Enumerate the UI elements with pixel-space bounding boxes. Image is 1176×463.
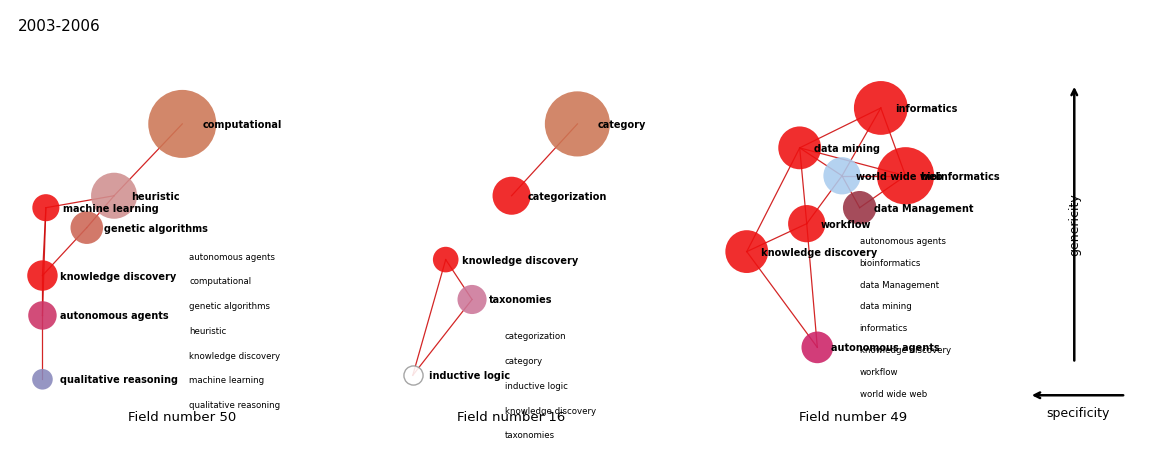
Text: knowledge discovery: knowledge discovery xyxy=(860,345,950,355)
Text: knowledge discovery: knowledge discovery xyxy=(505,406,596,415)
Text: genericity: genericity xyxy=(1068,193,1081,256)
Point xyxy=(850,205,869,212)
Point xyxy=(173,121,192,128)
Text: autonomous agents: autonomous agents xyxy=(831,343,940,353)
Text: workflow: workflow xyxy=(860,368,898,376)
Text: Field number 50: Field number 50 xyxy=(128,410,236,423)
Point xyxy=(790,145,809,152)
Point xyxy=(896,173,915,180)
Point xyxy=(403,372,422,379)
Text: data Management: data Management xyxy=(860,280,938,289)
Text: data mining: data mining xyxy=(860,302,911,311)
Text: categorization: categorization xyxy=(528,191,607,201)
Text: computational: computational xyxy=(189,277,252,286)
Text: heuristic: heuristic xyxy=(131,191,180,201)
Text: data Management: data Management xyxy=(874,203,974,213)
Text: machine learning: machine learning xyxy=(189,375,265,384)
Text: qualitative reasoning: qualitative reasoning xyxy=(189,400,280,409)
Text: Field number 16: Field number 16 xyxy=(457,410,566,423)
Text: specificity: specificity xyxy=(1047,407,1110,419)
Text: taxonomies: taxonomies xyxy=(488,295,552,305)
Text: informatics: informatics xyxy=(895,104,957,114)
Text: genetic algorithms: genetic algorithms xyxy=(189,301,270,310)
Text: computational: computational xyxy=(202,119,282,130)
Point xyxy=(833,173,851,180)
Point xyxy=(436,257,455,264)
Point xyxy=(33,376,52,383)
Text: bioinformatics: bioinformatics xyxy=(860,258,921,267)
Point xyxy=(78,225,96,232)
Text: machine learning: machine learning xyxy=(64,203,159,213)
Point xyxy=(33,272,52,280)
Point xyxy=(36,205,55,212)
Point xyxy=(568,121,587,128)
Point xyxy=(33,312,52,319)
Text: informatics: informatics xyxy=(860,324,908,333)
Text: inductive logic: inductive logic xyxy=(505,381,568,390)
Text: categorization: categorization xyxy=(505,332,567,341)
Text: taxonomies: taxonomies xyxy=(505,431,555,439)
Text: bioinformatics: bioinformatics xyxy=(920,171,1000,181)
Text: autonomous agents: autonomous agents xyxy=(189,252,275,261)
Text: heuristic: heuristic xyxy=(189,326,226,335)
Point xyxy=(502,193,521,200)
Text: autonomous agents: autonomous agents xyxy=(60,311,168,321)
Point xyxy=(462,296,481,304)
Text: genetic algorithms: genetic algorithms xyxy=(103,223,208,233)
Point xyxy=(797,220,816,228)
Text: knowledge discovery: knowledge discovery xyxy=(189,351,280,360)
Text: category: category xyxy=(505,357,543,365)
Point xyxy=(737,248,756,256)
Text: inductive logic: inductive logic xyxy=(429,370,510,381)
Text: knowledge discovery: knowledge discovery xyxy=(761,247,877,257)
Text: Field number 49: Field number 49 xyxy=(799,410,907,423)
Text: workflow: workflow xyxy=(821,219,871,229)
Text: qualitative reasoning: qualitative reasoning xyxy=(60,375,178,384)
Text: knowledge discovery: knowledge discovery xyxy=(60,271,175,281)
Text: autonomous agents: autonomous agents xyxy=(860,236,946,245)
Text: world wide web: world wide web xyxy=(856,171,943,181)
Text: category: category xyxy=(597,119,646,130)
Point xyxy=(871,105,890,113)
Text: data mining: data mining xyxy=(814,144,880,154)
Text: world wide web: world wide web xyxy=(860,389,927,398)
Point xyxy=(105,193,123,200)
Point xyxy=(808,344,827,351)
Text: knowledge discovery: knowledge discovery xyxy=(462,255,579,265)
Text: 2003-2006: 2003-2006 xyxy=(18,19,100,33)
